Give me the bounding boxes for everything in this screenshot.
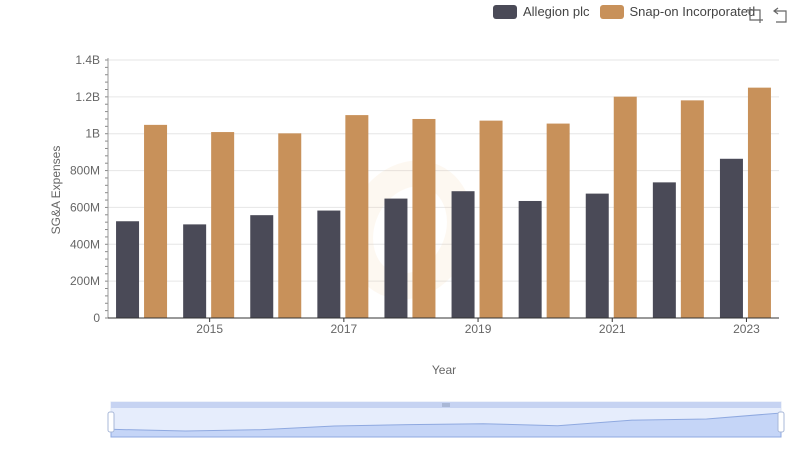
y-tick-label: 1.4B (75, 53, 100, 67)
data-zoom-slider[interactable] (107, 401, 785, 438)
bar-snapon-2022 (680, 100, 704, 318)
y-tick-label: 600M (70, 200, 100, 214)
bar-allegion-2015 (183, 224, 207, 318)
bar-allegion-2019 (451, 191, 475, 318)
y-tick-label: 800M (70, 164, 100, 178)
y-tick-label: 400M (70, 237, 100, 251)
bar-snapon-2017 (345, 115, 369, 318)
y-tick-label: 1B (85, 127, 100, 141)
bars (116, 87, 771, 319)
toolbox (746, 6, 798, 24)
legend-label-snapon: Snap-on Incorporated (629, 4, 756, 19)
axes: 0 200M 400M 600M 800M 1B 1.2B 1.4B 2015 2017 2019 2… (70, 53, 779, 336)
slider-handle-right[interactable] (777, 411, 785, 433)
legend-item-allegion[interactable]: Allegion plc (493, 4, 590, 19)
x-tick-label: 2023 (733, 322, 760, 336)
bar-snapon-2020 (546, 123, 570, 318)
bar-snapon-2018 (412, 118, 436, 318)
bar-allegion-2018 (384, 198, 408, 318)
bar-snapon-2016 (278, 133, 302, 318)
legend-swatch-snapon (599, 4, 624, 19)
bar-allegion-2014 (116, 221, 140, 318)
bar-snapon-2021 (613, 96, 637, 319)
legend-label-allegion: Allegion plc (523, 4, 590, 19)
bar-allegion-2016 (250, 215, 274, 318)
bar-allegion-2017 (317, 210, 341, 318)
legend-swatch-allegion (493, 4, 517, 19)
restore-icon[interactable] (772, 6, 790, 24)
bar-allegion-2022 (652, 182, 676, 318)
y-tick-label: 200M (70, 274, 100, 288)
bar-snapon-2019 (479, 120, 503, 318)
x-tick-label: 2015 (196, 322, 223, 336)
legend: Allegion plc Snap-on Incorporated (493, 4, 765, 19)
bar-allegion-2021 (585, 193, 609, 318)
bar-snapon-2014 (144, 124, 168, 319)
bar-snapon-2023 (747, 87, 771, 319)
bar-snapon-2015 (211, 132, 235, 318)
y-tick-label: 1.2B (75, 90, 100, 104)
x-tick-label: 2017 (330, 322, 357, 336)
x-axis-title: Year (432, 363, 456, 377)
legend-item-snapon[interactable]: Snap-on Incorporated (599, 4, 756, 19)
slider-center-grip[interactable] (442, 403, 450, 407)
x-tick-label: 2021 (599, 322, 626, 336)
y-tick-label: 0 (93, 311, 100, 325)
zoom-icon[interactable] (746, 6, 764, 24)
y-axis-title: SG&A Expenses (49, 146, 63, 235)
slider-handle-left[interactable] (107, 411, 115, 433)
x-tick-label: 2019 (465, 322, 492, 336)
bar-allegion-2020 (518, 200, 542, 318)
bar-allegion-2023 (719, 158, 743, 318)
